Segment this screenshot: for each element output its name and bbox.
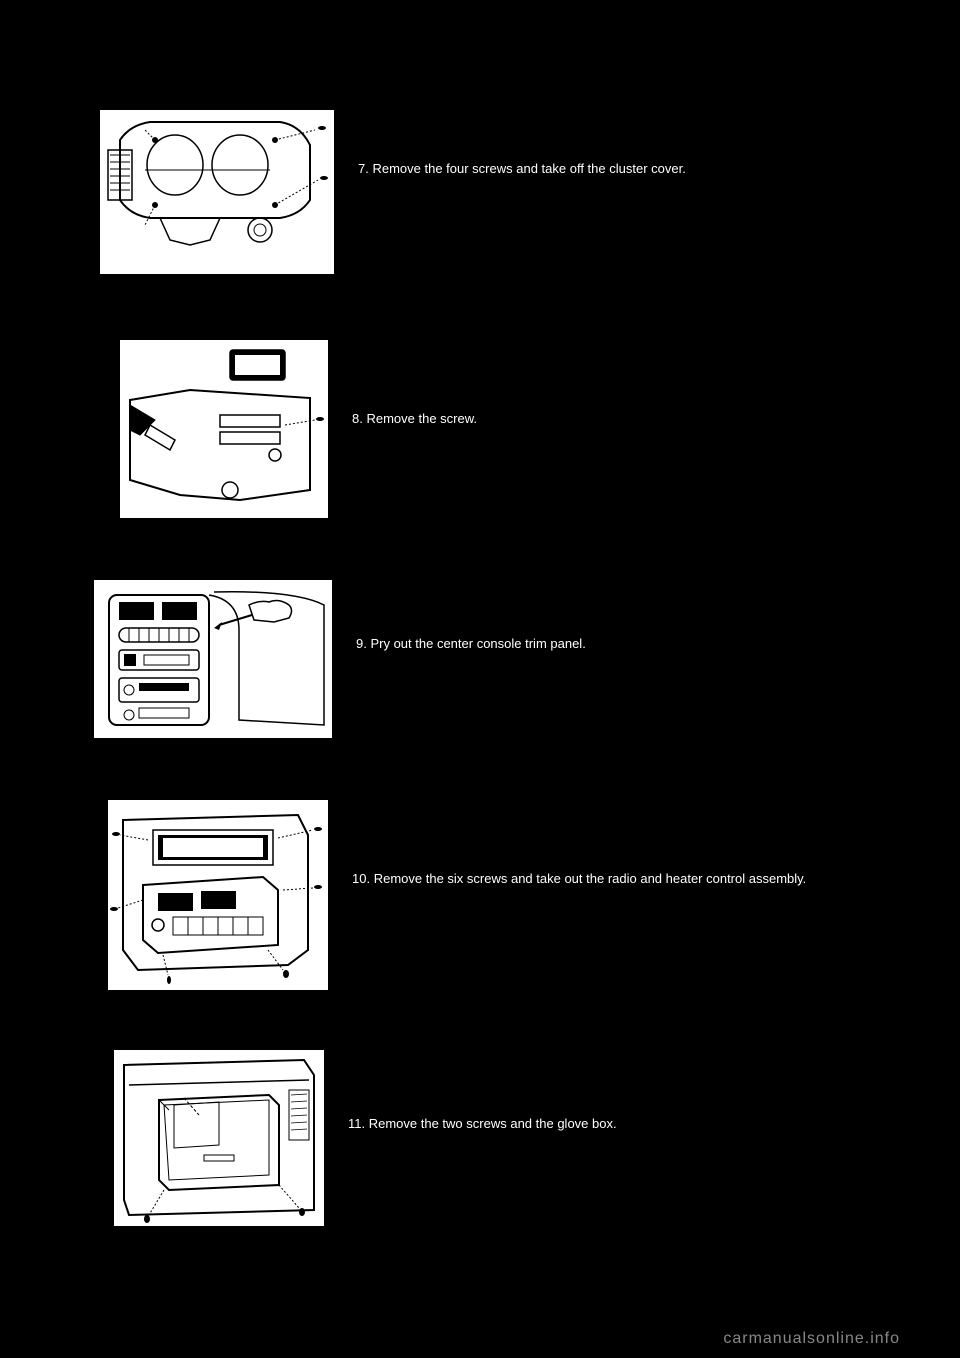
step-9-row: 9. Pry out the center console trim panel…	[94, 580, 874, 738]
figure-9	[94, 580, 332, 738]
dashboard-side-drawing	[120, 340, 328, 518]
figure-10	[108, 800, 328, 990]
step-8-desc: Remove the screw.	[366, 411, 477, 426]
step-11-text: 11. Remove the two screws and the glove …	[324, 1050, 894, 1133]
step-9-desc: Pry out the center console trim panel.	[370, 636, 585, 651]
step-10-row: 10. Remove the six screws and take out t…	[108, 800, 888, 990]
step-8-row: 8. Remove the screw.	[120, 340, 900, 518]
cluster-cover-drawing	[100, 110, 334, 274]
step-10-desc: Remove the six screws and take out the r…	[374, 871, 807, 886]
step-8-number: 8.	[352, 411, 363, 426]
step-10-text: 10. Remove the six screws and take out t…	[328, 800, 888, 888]
figure-11	[114, 1050, 324, 1226]
figure-8	[120, 340, 328, 518]
step-11-desc: Remove the two screws and the glove box.	[369, 1116, 617, 1131]
step-7-row: 7. Remove the four screws and take off t…	[100, 110, 880, 274]
glove-box-drawing	[114, 1050, 324, 1226]
page-container: 7. Remove the four screws and take off t…	[0, 0, 960, 1358]
step-7-text: 7. Remove the four screws and take off t…	[334, 110, 880, 178]
step-8-text: 8. Remove the screw.	[328, 340, 900, 428]
step-11-number: 11.	[348, 1116, 365, 1131]
figure-7	[100, 110, 334, 274]
step-9-text: 9. Pry out the center console trim panel…	[332, 580, 874, 653]
step-7-desc: Remove the four screws and take off the …	[372, 161, 685, 176]
step-10-number: 10.	[352, 871, 370, 886]
step-11-row: 11. Remove the two screws and the glove …	[114, 1050, 894, 1226]
step-9-number: 9.	[356, 636, 367, 651]
step-7-number: 7.	[358, 161, 369, 176]
radio-heater-drawing	[108, 800, 328, 990]
footer-watermark: carmanualsonline.info	[723, 1330, 900, 1348]
center-console-drawing	[94, 580, 332, 738]
